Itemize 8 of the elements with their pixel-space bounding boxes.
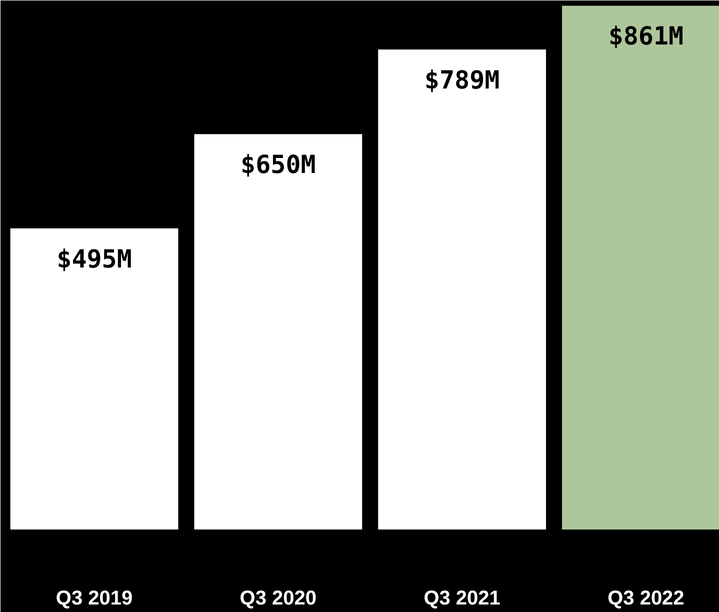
data-label: $861M xyxy=(608,22,684,51)
x-tick-label: Q3 2021 xyxy=(424,588,500,610)
x-tick-label: Q3 2019 xyxy=(56,588,133,610)
x-tick-label: Q3 2020 xyxy=(240,588,317,610)
data-label: $650M xyxy=(240,150,316,180)
x-tick-label: Q3 2022 xyxy=(608,588,684,610)
data-label: $495M xyxy=(56,244,132,274)
data-label: $789M xyxy=(424,66,500,95)
